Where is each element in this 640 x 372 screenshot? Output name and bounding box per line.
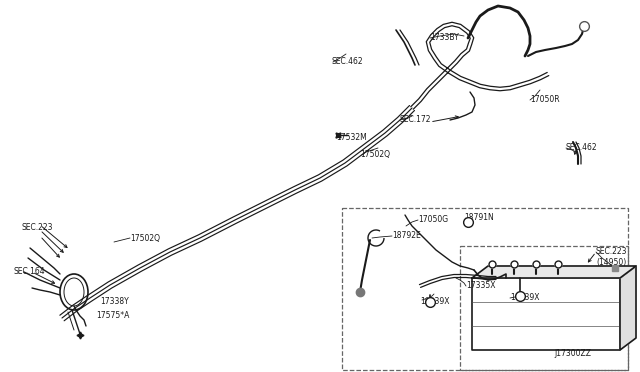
Text: SEC.164: SEC.164 — [14, 267, 45, 276]
Text: 17502Q: 17502Q — [360, 151, 390, 160]
Text: 17050R: 17050R — [530, 96, 559, 105]
Text: SEC.172: SEC.172 — [400, 115, 431, 125]
Text: 17532M: 17532M — [336, 134, 367, 142]
Text: SEC.462: SEC.462 — [566, 144, 598, 153]
Text: 17575*A: 17575*A — [96, 311, 129, 321]
Text: SEC.462: SEC.462 — [332, 58, 364, 67]
Text: 18792E: 18792E — [392, 231, 420, 241]
Text: 1733BY: 1733BY — [430, 33, 459, 42]
Polygon shape — [472, 266, 636, 278]
Text: J17300ZZ: J17300ZZ — [554, 350, 591, 359]
Text: SEC.223: SEC.223 — [596, 247, 627, 257]
Text: 18791N: 18791N — [464, 214, 493, 222]
Text: 16439X: 16439X — [510, 294, 540, 302]
Text: (14950): (14950) — [596, 257, 627, 266]
Polygon shape — [620, 266, 636, 350]
Text: 16439X: 16439X — [420, 298, 449, 307]
Text: 17050G: 17050G — [418, 215, 448, 224]
Text: 17335X: 17335X — [466, 282, 495, 291]
Text: 17338Y: 17338Y — [100, 298, 129, 307]
Text: SEC.223: SEC.223 — [22, 224, 54, 232]
Text: 17502Q: 17502Q — [130, 234, 160, 243]
